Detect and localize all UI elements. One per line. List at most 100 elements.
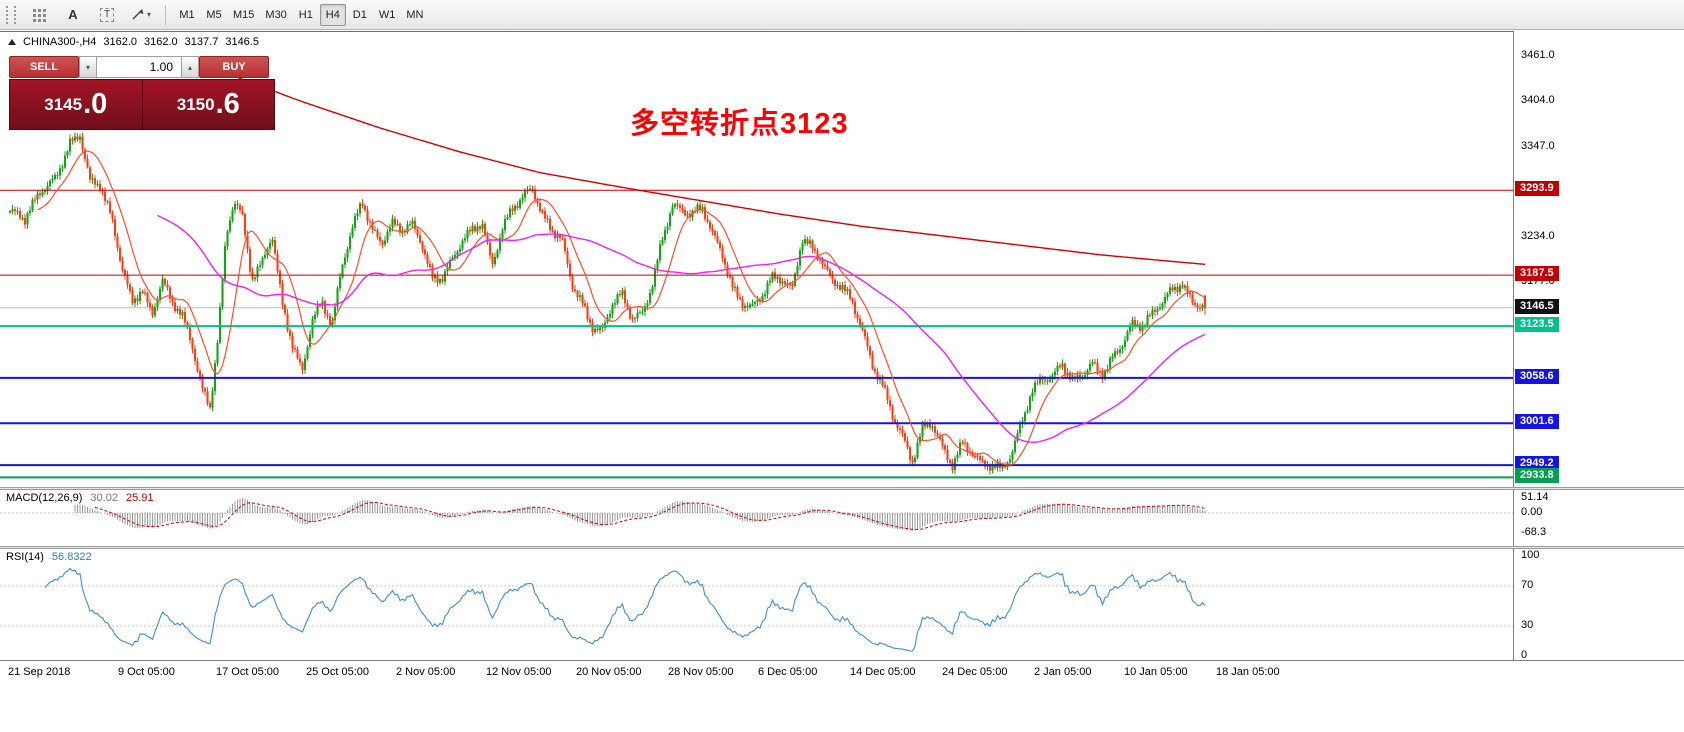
price-tick-label: 3461.0	[1521, 49, 1555, 62]
open-value: 3162.0	[103, 36, 138, 48]
text-box-tool[interactable]: T	[91, 3, 123, 27]
toolbar-separator	[165, 4, 166, 25]
time-axis-label: 21 Sep 2018	[8, 666, 71, 678]
bid-price-big-digit: .0	[83, 88, 108, 120]
ma-mid-line	[157, 214, 1206, 443]
timeframe-button-m1[interactable]: M1	[174, 4, 200, 26]
timeframe-button-h4[interactable]: H4	[319, 3, 346, 26]
macd-axis-label: 0.00	[1521, 506, 1543, 518]
symbol-timeframe: CHINA300-,H4	[23, 36, 97, 48]
time-axis-label: 12 Nov 05:00	[486, 666, 552, 678]
arrow-line-icon	[132, 8, 144, 19]
timeframe-button-h1[interactable]: H1	[293, 4, 319, 26]
price-tick-label: 3234.0	[1521, 230, 1555, 243]
panel-splitter-macd[interactable]	[0, 487, 1684, 490]
price-tick-label: 3347.0	[1521, 139, 1555, 152]
rsi-header: RSI(14) 56.8322	[6, 551, 92, 563]
time-axis-label: 2 Nov 05:00	[396, 666, 456, 678]
bid-price-box[interactable]: 3145.0	[10, 80, 142, 129]
indicators-icon[interactable]	[23, 3, 55, 27]
chart-text-annotation[interactable]: 多空转折点3123	[630, 108, 849, 140]
bid-price-main: 3145	[44, 94, 83, 114]
chart-top-border	[0, 31, 1684, 32]
price-level-badge: 3123.5	[1515, 317, 1559, 333]
ask-price-big-digit: .6	[215, 88, 240, 120]
price-level-badge: 3058.6	[1515, 368, 1559, 384]
volume-decrease-button[interactable]: ▾	[79, 56, 97, 78]
macd-axis-label: -68.3	[1521, 526, 1547, 538]
rsi-chart-svg[interactable]	[0, 549, 1513, 660]
grid-icon	[32, 9, 46, 22]
price-chart-svg[interactable]	[0, 32, 1513, 487]
buy-button[interactable]: BUY	[199, 56, 269, 78]
top-toolbar: A T ▾ M1 M5 M15 M30 H1 H4 D1 W1 MN	[0, 0, 1684, 30]
time-axis-label: 25 Oct 05:00	[306, 666, 369, 678]
chart-title: CHINA300-,H4 3162.0 3162.0 3137.7 3146.5	[8, 36, 259, 48]
volume-input[interactable]	[97, 56, 181, 78]
time-axis-label: 20 Nov 05:00	[576, 666, 642, 678]
macd-panel[interactable]: MACD(12,26,9) 30.02 25.91	[0, 490, 1513, 546]
rsi-panel[interactable]: RSI(14) 56.8322	[0, 549, 1513, 660]
rsi-axis-label: 100	[1521, 549, 1540, 561]
timeframe-button-m30[interactable]: M30	[260, 4, 291, 26]
main-chart[interactable]: CHINA300-,H4 3162.0 3162.0 3137.7 3146.5…	[0, 32, 1513, 487]
toolbar-grip[interactable]	[6, 5, 16, 24]
timeframe-button-m15[interactable]: M15	[228, 4, 259, 26]
timeframe-button-d1[interactable]: D1	[347, 4, 373, 26]
price-level-badge: 2933.8	[1515, 468, 1559, 484]
ask-price-main: 3150	[176, 94, 215, 114]
time-axis-label: 2 Jan 05:00	[1034, 666, 1092, 678]
ma-slow-line	[232, 74, 1206, 265]
price-axis[interactable]: 3461.0 3404.0 3347.0 3234.0 3177.0 51.14 0.00-…	[1513, 31, 1684, 661]
time-axis-label: 18 Jan 05:00	[1216, 666, 1280, 678]
price-tick-label: 3404.0	[1521, 94, 1555, 107]
macd-signal-value: 25.91	[125, 492, 154, 504]
macd-main-value: 30.02	[90, 492, 118, 504]
time-axis-label: 6 Dec 05:00	[758, 666, 818, 678]
price-level-badge: 3001.6	[1515, 414, 1559, 430]
ma-fast-line	[37, 150, 1206, 466]
rsi-value: 56.8322	[51, 551, 92, 563]
title-marker-icon	[8, 39, 16, 45]
macd-chart-svg[interactable]	[0, 490, 1513, 546]
ask-price-box[interactable]: 3150.6	[141, 80, 274, 129]
time-axis-label: 9 Oct 05:00	[118, 666, 175, 678]
macd-axis-label: 51.14	[1521, 491, 1549, 504]
rsi-name: RSI(14)	[6, 551, 44, 563]
rsi-line	[44, 567, 1206, 652]
price-level-badge: 3187.5	[1515, 266, 1559, 282]
close-value: 3146.5	[225, 36, 259, 48]
volume-increase-button[interactable]: ▴	[181, 56, 199, 78]
macd-name: MACD(12,26,9)	[6, 492, 83, 504]
rsi-axis-label: 30	[1521, 619, 1534, 631]
text-box-icon: T	[99, 7, 115, 22]
sell-button[interactable]: SELL	[9, 56, 79, 78]
draw-tools-dropdown[interactable]: ▾	[125, 3, 157, 27]
time-axis-label: 14 Dec 05:00	[850, 666, 916, 678]
panel-splitter-rsi[interactable]	[0, 546, 1684, 549]
timeframe-toolbar: M1 M5 M15 M30 H1 H4 D1 W1 MN	[174, 3, 428, 26]
timeframe-button-mn[interactable]: MN	[401, 4, 428, 26]
time-axis[interactable]: 21 Sep 2018 9 Oct 05:00 17 Oct 05:00 25 Oct…	[0, 660, 1684, 685]
high-value: 3162.0	[144, 36, 178, 48]
bid-ask-row: 3145.0 3150.6	[9, 79, 275, 130]
time-axis-label: 24 Dec 05:00	[942, 666, 1008, 678]
trade-controls-row: SELL ▾ ▴ BUY	[9, 56, 275, 78]
price-level-badge: 3293.9	[1515, 181, 1559, 197]
chevron-down-icon: ▾	[146, 10, 151, 19]
time-axis-label: 28 Nov 05:00	[668, 666, 734, 678]
rsi-axis-label: 0	[1521, 649, 1528, 661]
time-axis-label: 10 Jan 05:00	[1124, 666, 1188, 678]
timeframe-button-m5[interactable]: M5	[201, 4, 227, 26]
macd-header: MACD(12,26,9) 30.02 25.91	[6, 492, 153, 504]
current-price-badge: 3146.5	[1515, 298, 1559, 314]
one-click-trading-panel: SELL ▾ ▴ BUY 3145.0 3150.6	[9, 56, 275, 130]
price-level-badge: 2949.2	[1515, 456, 1559, 472]
candlestick-series	[8, 132, 1207, 475]
timeframe-button-w1[interactable]: W1	[374, 4, 401, 26]
time-axis-label: 17 Oct 05:00	[216, 666, 279, 678]
macd-signal-line	[94, 502, 1206, 531]
text-label-tool[interactable]: A	[68, 7, 78, 22]
rsi-axis-label: 70	[1521, 579, 1534, 591]
low-value: 3137.7	[184, 36, 219, 48]
